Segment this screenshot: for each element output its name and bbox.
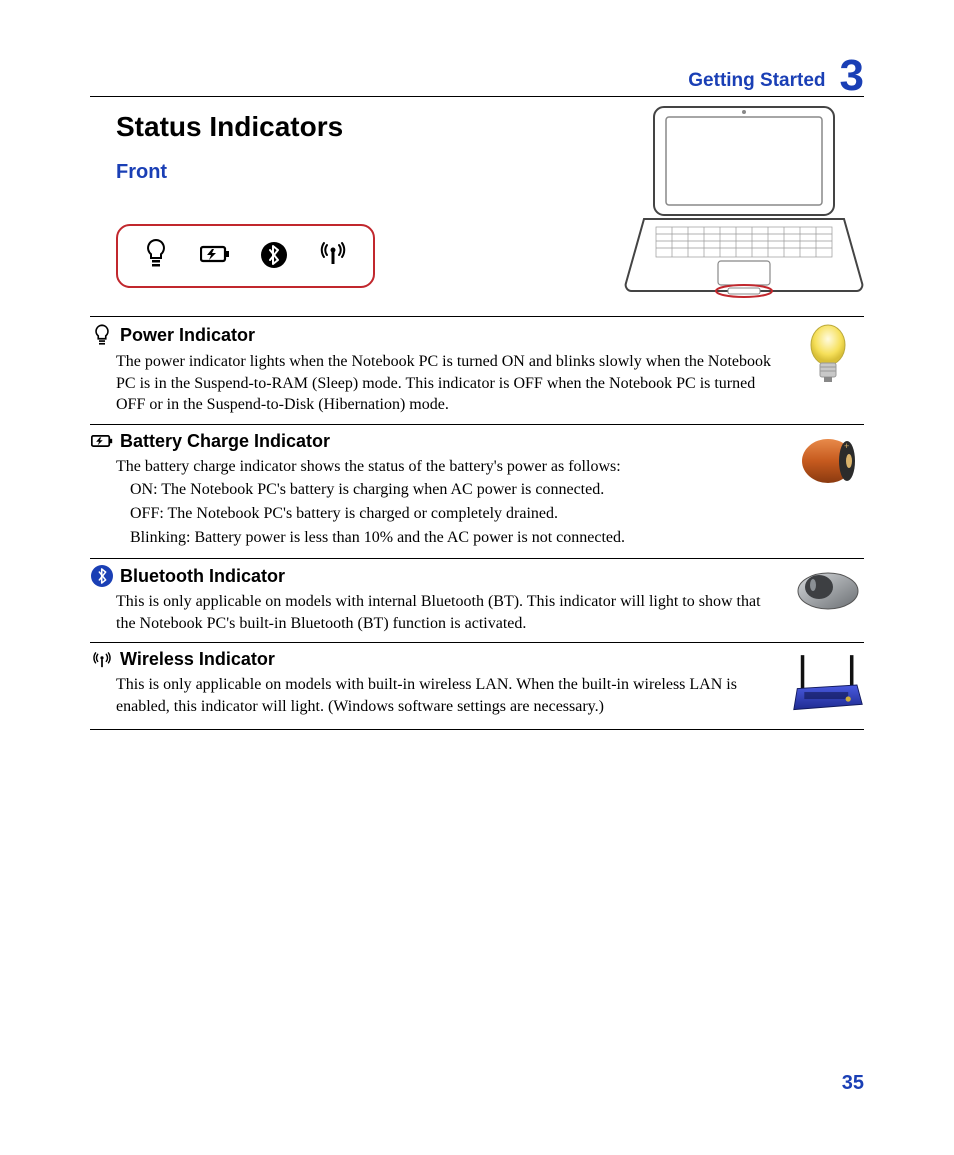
- battery-charge-icon: [90, 433, 114, 449]
- svg-text:+: +: [844, 441, 849, 451]
- section-subtitle: Front: [116, 161, 604, 184]
- section-wireless-body: This is only applicable on models with b…: [116, 674, 780, 717]
- section-bluetooth: Bluetooth Indicator This is only applica…: [90, 559, 864, 643]
- wireless-icon: [319, 240, 347, 273]
- section-wireless-title: Wireless Indicator: [120, 649, 275, 670]
- section-battery-content: Battery Charge Indicator The battery cha…: [90, 431, 780, 550]
- battery-image: +: [792, 431, 864, 487]
- chapter-number: 3: [840, 54, 864, 98]
- section-power-content: Power Indicator The power indicator ligh…: [90, 323, 780, 416]
- section-battery-title: Battery Charge Indicator: [120, 431, 330, 452]
- section-power-heading: Power Indicator: [90, 323, 780, 347]
- battery-line-blinking: Blinking: Battery power is less than 10%…: [130, 527, 780, 549]
- battery-icon: [200, 241, 230, 272]
- lightbulb-image: [792, 323, 864, 385]
- section-wireless-content: Wireless Indicator This is only applicab…: [90, 649, 780, 717]
- power-icon: [144, 238, 168, 275]
- indicator-strip: [116, 224, 375, 288]
- laptop-illustration: [624, 97, 864, 306]
- intro-left: Status Indicators Front: [90, 97, 604, 288]
- section-power-title: Power Indicator: [120, 325, 255, 346]
- battery-intro: The battery charge indicator shows the s…: [116, 456, 780, 478]
- intro-row: Status Indicators Front: [90, 97, 864, 317]
- section-bluetooth-title: Bluetooth Indicator: [120, 566, 285, 587]
- antenna-icon: [90, 650, 114, 670]
- section-wireless: Wireless Indicator This is only applicab…: [90, 643, 864, 730]
- page-number: 35: [842, 1072, 864, 1095]
- section-bluetooth-body: This is only applicable on models with i…: [116, 591, 780, 634]
- battery-line-off: OFF: The Notebook PC's battery is charge…: [130, 503, 780, 525]
- section-battery: Battery Charge Indicator The battery cha…: [90, 425, 864, 559]
- bluetooth-badge-icon: [90, 565, 114, 587]
- section-wireless-heading: Wireless Indicator: [90, 649, 780, 670]
- page-title: Status Indicators: [116, 111, 604, 143]
- section-bluetooth-content: Bluetooth Indicator This is only applica…: [90, 565, 780, 634]
- section-power: Power Indicator The power indicator ligh…: [90, 317, 864, 425]
- page-header: Getting Started 3: [90, 50, 864, 97]
- bluetooth-icon: [261, 241, 287, 272]
- section-bluetooth-heading: Bluetooth Indicator: [90, 565, 780, 587]
- router-image: [792, 649, 864, 721]
- section-battery-body: The battery charge indicator shows the s…: [116, 456, 780, 548]
- battery-line-on: ON: The Notebook PC's battery is chargin…: [130, 479, 780, 501]
- manual-page: Getting Started 3 Status Indicators Fron…: [0, 0, 954, 1155]
- section-battery-heading: Battery Charge Indicator: [90, 431, 780, 452]
- header-title: Getting Started: [688, 70, 825, 92]
- bulb-icon: [90, 323, 114, 347]
- mouse-image: [792, 565, 864, 613]
- section-power-body: The power indicator lights when the Note…: [116, 351, 780, 416]
